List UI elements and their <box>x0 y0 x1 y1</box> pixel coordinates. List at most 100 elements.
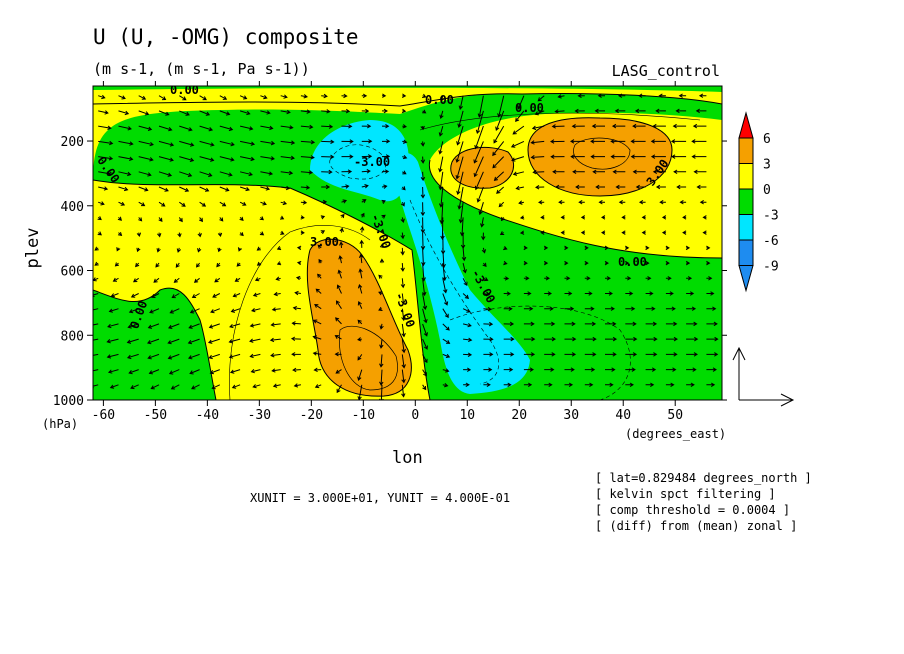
wind-vector <box>641 230 646 235</box>
wind-vector <box>381 184 388 189</box>
wind-vector <box>493 125 505 144</box>
wind-vector <box>462 308 471 313</box>
wind-vector <box>239 95 248 100</box>
wind-vector <box>361 154 373 159</box>
wind-vector <box>523 260 528 266</box>
wind-vector <box>239 232 244 237</box>
wind-vector <box>179 186 190 192</box>
wind-vector <box>584 245 589 251</box>
wind-vector <box>179 110 190 116</box>
wind-vector <box>630 154 646 159</box>
wind-vector <box>239 125 254 131</box>
wind-vector <box>650 154 666 159</box>
wind-vector <box>132 277 139 283</box>
wind-vector <box>672 123 687 129</box>
wind-vector <box>276 246 282 251</box>
wind-vector <box>442 263 447 282</box>
wind-vector <box>420 171 426 182</box>
contour-zero-left <box>93 287 217 400</box>
wind-vector <box>292 305 301 311</box>
wind-vector <box>400 247 405 256</box>
wind-vector <box>645 321 658 327</box>
wind-vector <box>420 156 426 164</box>
wind-vector <box>478 202 484 216</box>
wind-vector <box>462 278 468 287</box>
wind-vector <box>138 140 154 147</box>
wind-vector <box>275 276 281 281</box>
wind-vector <box>199 140 215 147</box>
wind-vector <box>483 306 492 312</box>
wind-vector <box>216 262 221 268</box>
wind-vector <box>280 155 295 161</box>
wind-vector <box>339 241 344 248</box>
wind-vector <box>400 293 406 305</box>
contour-label: 3.00 <box>310 235 339 249</box>
wind-vector <box>112 277 119 282</box>
wind-vector <box>209 369 220 375</box>
colorbar-max-arrow <box>738 111 754 139</box>
wind-vector <box>300 155 315 160</box>
contour-inner-lower <box>338 325 398 391</box>
wind-vector <box>212 293 221 298</box>
wind-vector <box>381 139 391 144</box>
wind-vector <box>605 352 617 357</box>
wind-vector <box>93 308 99 311</box>
wind-vector <box>652 123 666 129</box>
wind-vector <box>605 367 616 372</box>
wind-vector <box>118 110 130 116</box>
x-unit-label: (degrees_east) <box>625 427 726 441</box>
y-tick-label: 800 <box>61 329 84 344</box>
wind-vector <box>361 123 372 129</box>
wind-vector <box>360 212 365 218</box>
wind-vector <box>564 382 574 388</box>
colorbar-min-arrow <box>738 265 754 293</box>
wind-vector <box>321 184 331 190</box>
wind-vector <box>292 367 301 373</box>
x-tick-label: 10 <box>459 408 475 423</box>
wind-vector <box>519 230 525 235</box>
plot-frame <box>92 85 723 401</box>
wind-vector <box>94 261 99 266</box>
wind-vector <box>272 383 281 388</box>
wind-vector <box>645 260 650 266</box>
wind-vector <box>254 277 261 282</box>
wind-vector <box>605 321 617 327</box>
wind-vector <box>580 230 586 235</box>
wind-vector <box>126 353 139 360</box>
wind-vector <box>605 306 615 311</box>
negative-strip-top <box>93 86 722 92</box>
wind-vector <box>550 154 565 159</box>
colorbar-label: 3 <box>763 158 771 173</box>
reference-vector-horizontal <box>739 393 795 407</box>
wind-vector <box>199 156 215 162</box>
wind-vector <box>167 353 180 360</box>
wind-vector <box>260 201 267 206</box>
wind-vector <box>420 186 426 199</box>
wind-vector <box>341 108 351 114</box>
contour-thin-lower <box>229 225 371 400</box>
wind-vector <box>604 260 609 266</box>
wind-vector <box>402 139 408 144</box>
wind-vector <box>531 125 545 131</box>
wind-vector <box>665 276 672 281</box>
wind-vector <box>118 156 134 161</box>
wind-vector <box>378 291 383 296</box>
wind-vector <box>191 384 200 390</box>
wind-vector <box>523 321 535 327</box>
wind-vector <box>239 110 251 116</box>
wind-vector <box>379 258 385 264</box>
wind-vector <box>296 260 302 266</box>
x-tick-label: 40 <box>615 408 631 423</box>
wind-vector <box>544 352 556 357</box>
wind-vector <box>381 214 386 219</box>
wind-vector <box>118 125 132 131</box>
wind-vector <box>641 215 646 220</box>
wind-vector <box>442 368 450 373</box>
wind-vector <box>312 335 322 340</box>
wind-vector <box>706 306 717 311</box>
wind-vector <box>605 336 618 342</box>
wind-vector <box>618 199 626 205</box>
wind-vector <box>650 139 666 144</box>
wind-vector <box>523 306 534 311</box>
wind-vector <box>706 291 715 296</box>
